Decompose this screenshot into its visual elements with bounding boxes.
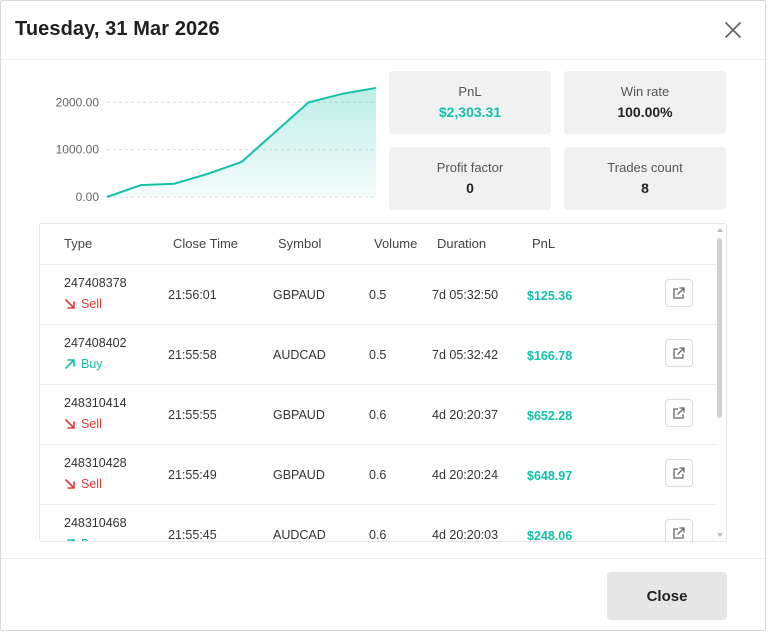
external-link-icon [673,347,685,359]
symbol: GBPAUD [273,468,325,482]
trade-pnl: $166.78 [527,349,573,363]
close-time: 21:56:01 [168,288,217,302]
external-link-icon [673,527,685,539]
footer-divider [1,558,765,559]
stat-value: 8 [641,180,649,196]
open-trade-button[interactable] [665,519,693,541]
trade-pnl: $652.28 [527,409,573,423]
volume: 0.6 [369,468,387,482]
close-time: 21:55:55 [168,408,217,422]
table-row: 247408402 Buy 21:55:58 AUDCAD 0.5 7d 05:32:42… [40,324,716,385]
table-row: 248310414 Sell 21:55:55 GBPAUD 0.6 4d 20:20:3… [40,384,716,445]
stat-label: Profit factor [436,160,504,175]
table-row: 248310468 Buy 21:55:45 AUDCAD 0.6 4d 20:20:03… [40,504,716,542]
symbol: GBPAUD [273,288,325,302]
cumulative-pnl-chart: 2000.00 1000.00 0.00 [56,86,377,204]
external-link-icon [673,407,685,419]
column-header-type: Type [64,236,93,251]
column-header-pnl: PnL [532,236,556,251]
trade-side: Sell [64,417,102,431]
trade-pnl: $125.36 [527,289,573,303]
symbol: AUDCAD [273,348,326,362]
open-trade-button[interactable] [665,459,693,487]
modal-title: Tuesday, 31 Mar 2026 [15,18,220,40]
trade-id: 248310468 [64,516,127,530]
y-tick-label: 2000.00 [56,95,100,109]
trades-table: Type Close Time Symbol Volume Duration P… [39,223,727,542]
duration: 7d 05:32:42 [432,348,499,362]
stat-card-profit-factor: Profit factor 0 [389,147,551,210]
close-time: 21:55:58 [168,348,217,362]
stat-value: 0 [466,180,474,196]
table-row: 247408378 Sell 21:56:01 GBPAUD 0.5 7d 05:32:5… [40,264,716,325]
duration: 7d 05:32:50 [432,288,499,302]
stat-card-trades-count: Trades count 8 [564,147,726,210]
stat-value: $2,303.31 [438,104,502,120]
open-trade-button[interactable] [665,399,693,427]
pnl-area [107,87,376,197]
arrow-down-right-icon [65,479,75,489]
table-scrollbar[interactable] [716,226,724,539]
column-header-symbol: Symbol [278,236,322,251]
trade-id: 247408402 [64,336,127,350]
open-trade-button[interactable] [665,279,693,307]
column-header-duration: Duration [437,236,487,251]
arrow-down-right-icon [65,299,75,309]
trade-side: Buy [64,537,103,541]
stat-label: Win rate [620,84,670,99]
stat-card-win-rate: Win rate 100.00% [564,71,726,134]
y-tick-label: 0.00 [76,190,100,204]
trade-side: Sell [64,297,102,311]
volume: 0.6 [369,408,387,422]
table-row: 248310428 Sell 21:55:49 GBPAUD 0.6 4d 20:20:2… [40,444,716,505]
scroll-down-arrow-icon[interactable] [716,531,724,539]
arrow-up-right-icon [65,359,75,369]
scrollbar-thumb[interactable] [717,238,722,418]
volume: 0.5 [369,348,387,362]
column-header-close-time: Close Time [173,236,239,251]
external-link-icon [673,467,685,479]
trade-side-label: Buy [81,537,103,541]
volume: 0.5 [369,288,387,302]
arrow-up-right-icon [67,539,75,541]
stat-card-pnl: PnL $2,303.31 [389,71,551,134]
close-time: 21:55:45 [168,528,217,542]
duration: 4d 20:20:37 [432,408,499,422]
trade-side: Buy [64,357,103,371]
symbol: AUDCAD [273,528,326,542]
external-link-icon [673,287,685,299]
scroll-up-arrow-icon[interactable] [716,226,724,234]
y-tick-label: 1000.00 [56,143,100,157]
trade-id: 248310428 [64,456,127,470]
close-time: 21:55:49 [168,468,217,482]
duration: 4d 20:20:24 [432,468,499,482]
open-trade-button[interactable] [665,339,693,367]
trade-id: 248310414 [64,396,127,410]
trade-id: 247408378 [64,276,127,290]
stat-value: 100.00% [617,104,673,120]
column-header-volume: Volume [374,236,418,251]
trade-pnl: $648.97 [527,469,573,483]
arrow-down-right-icon [65,419,75,429]
trade-pnl: $248.06 [527,529,573,542]
symbol: GBPAUD [273,408,325,422]
close-button[interactable]: Close [607,572,727,620]
modal-header: Tuesday, 31 Mar 2026 [1,1,765,60]
trade-side-label: Buy [81,357,103,371]
volume: 0.6 [369,528,387,542]
stat-label: PnL [458,84,482,99]
trade-side-label: Sell [81,477,102,491]
stat-label: Trades count [607,160,683,175]
trade-side-label: Sell [81,417,102,431]
duration: 4d 20:20:03 [432,528,499,542]
trade-side: Sell [64,477,102,491]
close-icon[interactable] [723,20,743,40]
table-header: Type Close Time Symbol Volume Duration P… [40,224,716,265]
trade-side-label: Sell [81,297,102,311]
